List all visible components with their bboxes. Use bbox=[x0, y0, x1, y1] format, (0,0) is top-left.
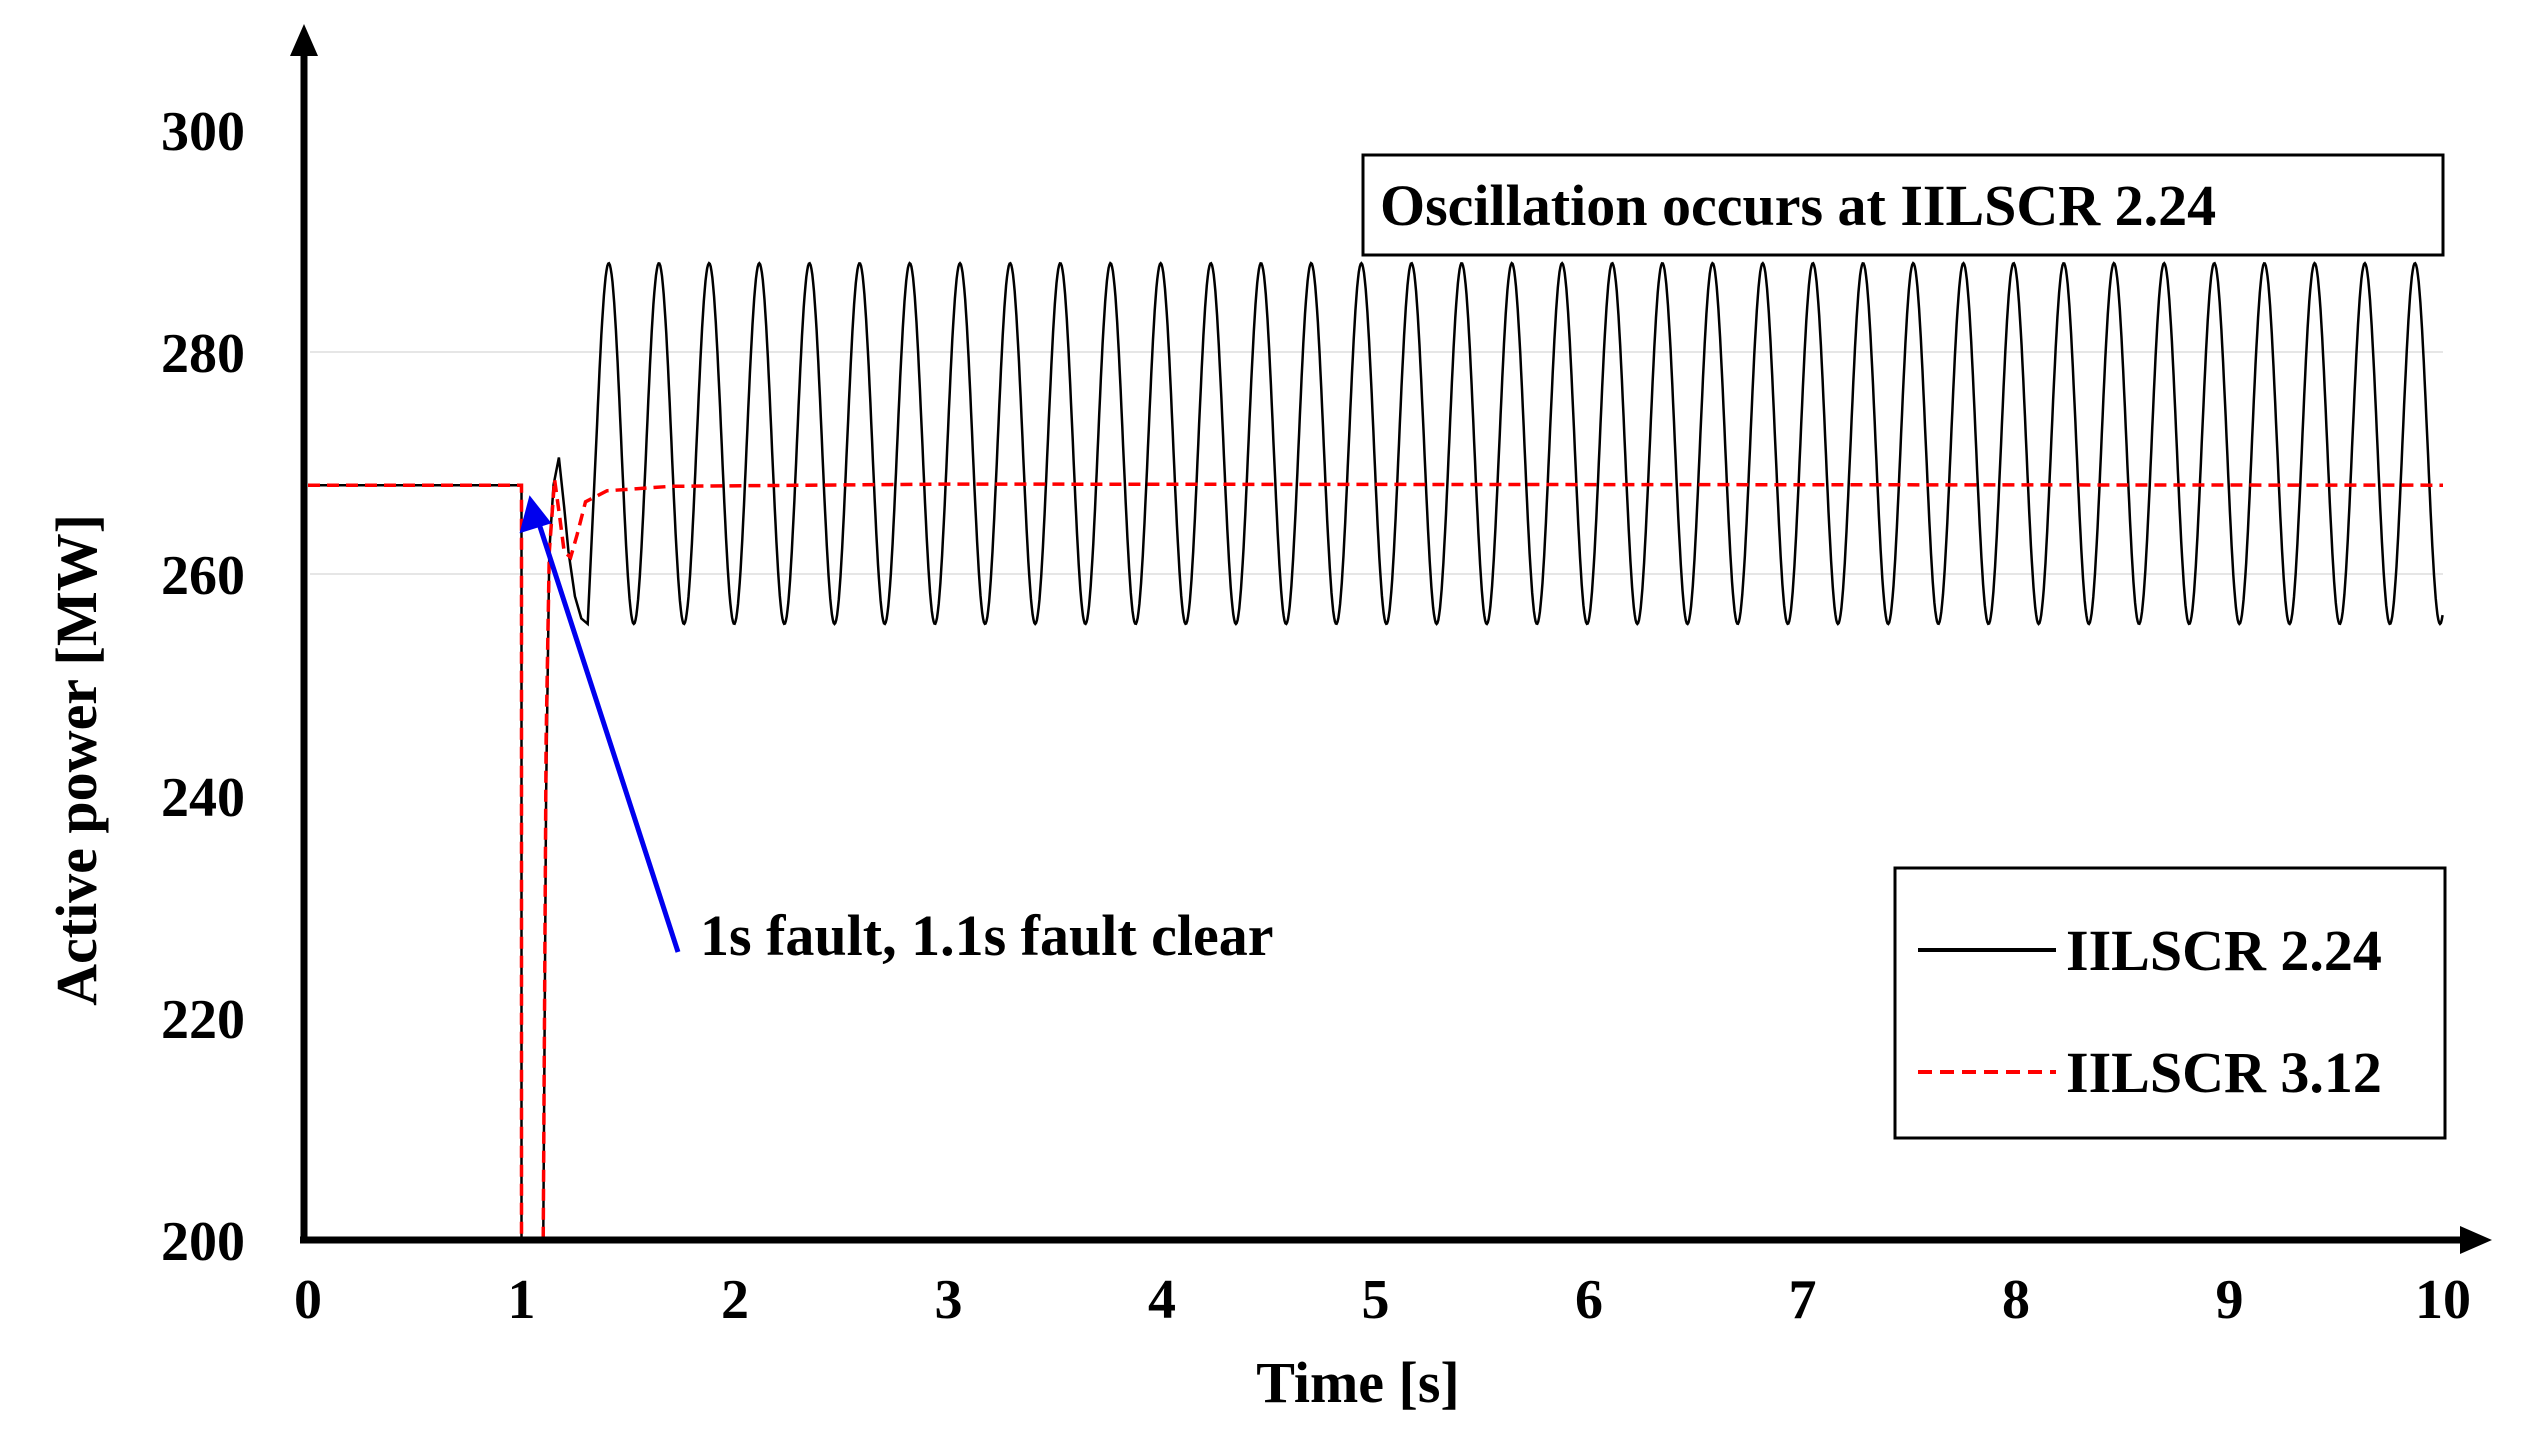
x-tick-label: 1 bbox=[508, 1269, 536, 1331]
annotation-box-text: Oscillation occurs at IILSCR 2.24 bbox=[1380, 173, 2216, 238]
legend-label-iilscr-3-12: IILSCR 3.12 bbox=[2066, 1040, 2382, 1105]
fault-arrow-line bbox=[537, 524, 681, 953]
axes bbox=[290, 24, 2492, 1254]
x-axis-arrowhead bbox=[2460, 1226, 2492, 1254]
fault-arrow-head bbox=[519, 495, 552, 534]
y-tick-label: 220 bbox=[161, 989, 245, 1051]
y-tick-label: 260 bbox=[161, 545, 245, 607]
y-tick-label: 300 bbox=[161, 101, 245, 163]
x-tick-label: 7 bbox=[1789, 1269, 1817, 1331]
x-tick-label: 8 bbox=[2002, 1269, 2030, 1331]
legend-frame bbox=[1893, 866, 2447, 1140]
series-line-iilscr-3-12 bbox=[308, 479, 2444, 1242]
legend-label-iilscr-2-24: IILSCR 2.24 bbox=[2066, 918, 2382, 983]
y-tick-label: 200 bbox=[161, 1211, 245, 1273]
series-layer bbox=[308, 261, 2444, 1242]
y-tick-label: 280 bbox=[161, 323, 245, 385]
y-axis-arrowhead bbox=[290, 24, 318, 56]
fault-arrow-annotation: 1s fault, 1.1s fault clear bbox=[519, 495, 1274, 968]
grid-lines bbox=[310, 351, 2443, 575]
y-tick-label: 240 bbox=[161, 767, 245, 829]
x-tick-label: 10 bbox=[2415, 1269, 2471, 1331]
annotation-box: Oscillation occurs at IILSCR 2.24 bbox=[1361, 153, 2445, 257]
x-tick-label: 3 bbox=[935, 1269, 963, 1331]
x-tick-label: 5 bbox=[1362, 1269, 1390, 1331]
x-tick-label: 2 bbox=[721, 1269, 749, 1331]
x-tick-label: 0 bbox=[294, 1269, 322, 1331]
fault-arrow-text: 1s fault, 1.1s fault clear bbox=[700, 903, 1274, 968]
x-axis-title: Time [s] bbox=[1256, 1350, 1460, 1415]
legend: IILSCR 2.24 IILSCR 3.12 bbox=[1893, 866, 2447, 1140]
y-axis-title: Active power [MW] bbox=[44, 514, 109, 1006]
x-tick-labels: 0 1 2 3 4 5 6 7 8 9 10 bbox=[294, 1269, 2471, 1331]
x-tick-label: 9 bbox=[2216, 1269, 2244, 1331]
x-tick-label: 6 bbox=[1575, 1269, 1603, 1331]
series-line-iilscr-2-24 bbox=[308, 261, 2444, 1242]
x-tick-label: 4 bbox=[1148, 1269, 1176, 1331]
y-tick-labels: 200 220 240 260 280 300 bbox=[161, 101, 245, 1273]
annotation-box-frame bbox=[1361, 153, 2445, 257]
